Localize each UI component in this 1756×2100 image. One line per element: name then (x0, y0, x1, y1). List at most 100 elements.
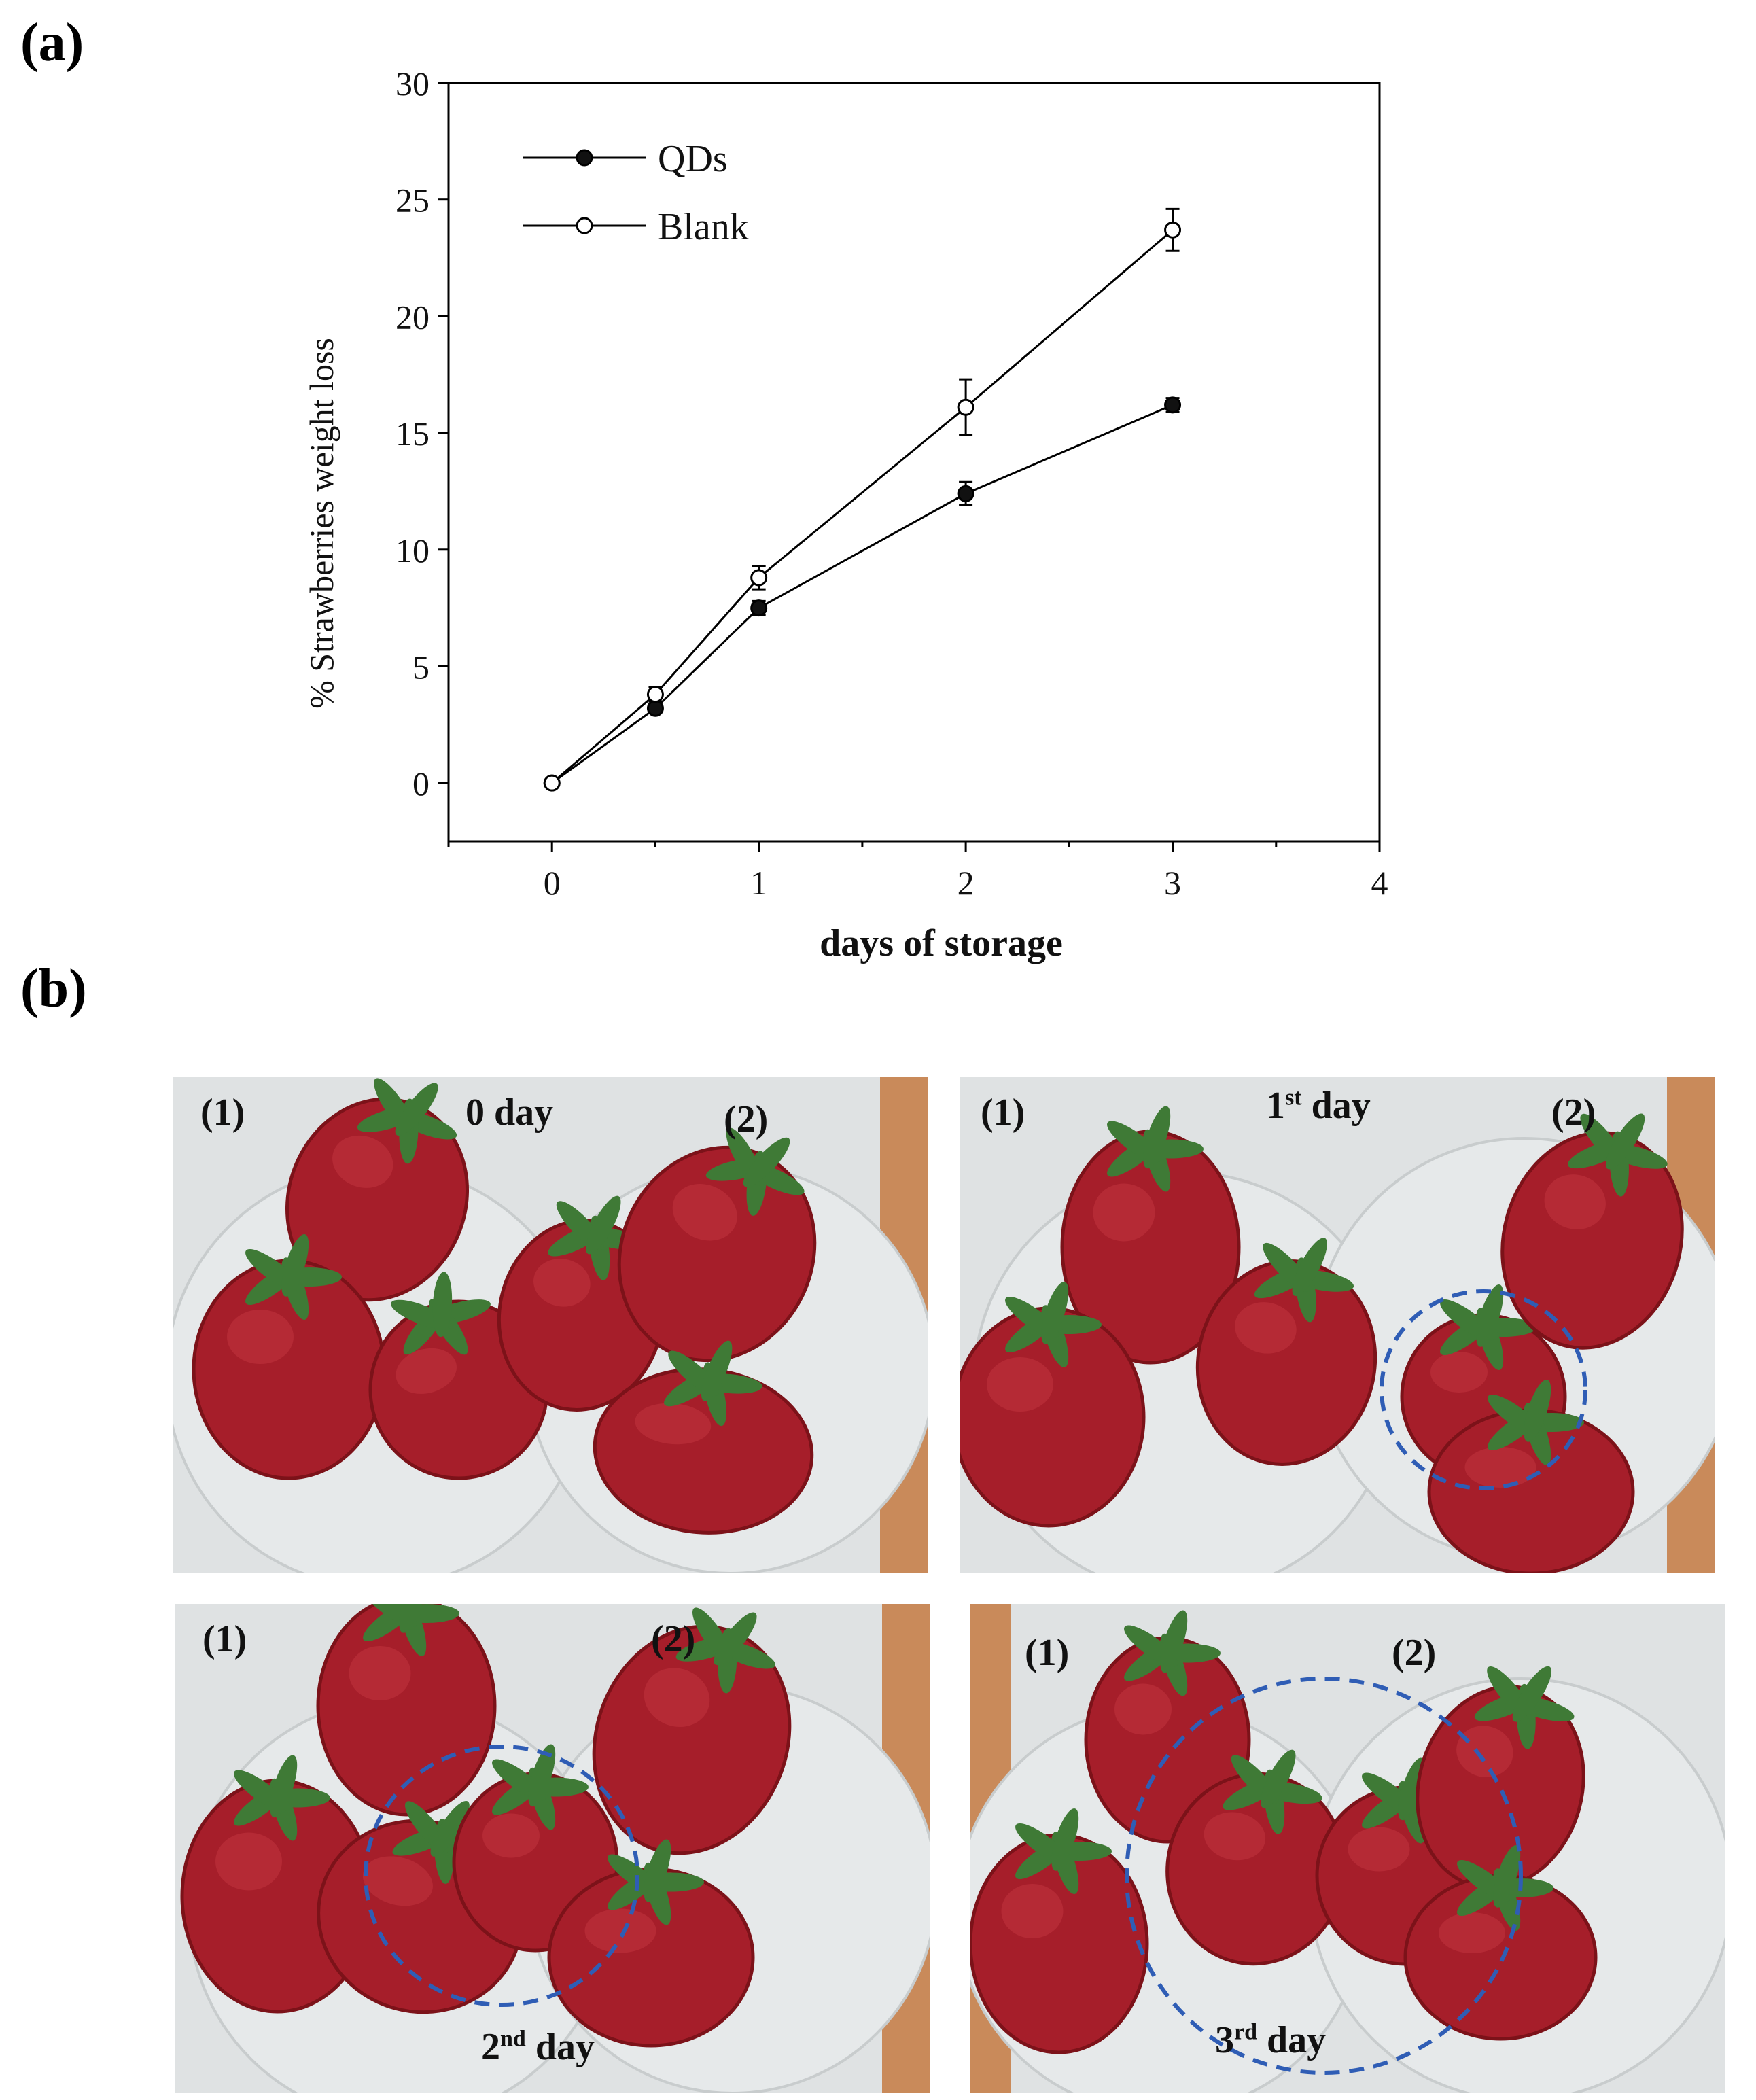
strawberry-highlight (1093, 1183, 1155, 1242)
day-word: day (485, 1091, 554, 1134)
x-axis-label: days of storage (820, 922, 1063, 964)
y-axis-label: % Strawberries weight loss (302, 338, 340, 709)
strawberry-leaf (1512, 1666, 1552, 1722)
legend-label-blank: Blank (658, 206, 749, 248)
strawberry-highlight (1204, 1812, 1266, 1861)
blank-point (1164, 221, 1182, 239)
photo-day-2: (1) (2) 2nd day (175, 1604, 930, 2093)
strawberry-leaf (270, 1755, 298, 1818)
strawberry-highlight (332, 1135, 393, 1188)
strawberry (316, 1604, 497, 1817)
qds-point (750, 599, 768, 617)
sample-2-label: (2) (1392, 1632, 1437, 1674)
photo-illustration (970, 1604, 1725, 2093)
strawberry-highlight (1235, 1302, 1297, 1354)
x-tick-label: 0 (544, 864, 561, 902)
x-tick-label: 3 (1164, 864, 1181, 902)
strawberry (1060, 1106, 1241, 1365)
photo-day-0: (1) (2) 0 day (173, 1077, 928, 1573)
strawberry-leaf (1524, 1380, 1551, 1442)
strawberry (1416, 1666, 1585, 1890)
day-number: 1 (1266, 1085, 1285, 1127)
strawberry-leaf (644, 1839, 671, 1902)
strawberry (285, 1078, 469, 1302)
photo-illustration (173, 1077, 928, 1573)
y-tick-label: 0 (412, 765, 429, 803)
y-tick-label: 10 (396, 531, 429, 570)
qds-point (957, 485, 974, 502)
day-number: 0 (466, 1091, 485, 1134)
series-line-blank (551, 229, 1174, 784)
y-tick-label: 15 (396, 415, 429, 453)
day-word: day (525, 2026, 595, 2068)
strawberry-leaf (1051, 1808, 1079, 1871)
strawberry-leaf (1476, 1284, 1504, 1347)
legend-marker (576, 149, 593, 167)
strawberry-highlight (635, 1403, 712, 1445)
photo-day-3: (1) (2) 3rd day (970, 1604, 1725, 2093)
sample-2-label: (2) (1551, 1091, 1596, 1134)
strawberry (1500, 1113, 1684, 1350)
photo-illustration (175, 1604, 930, 2093)
strawberry-highlight (672, 1183, 737, 1241)
strawberry-highlight (584, 1908, 656, 1953)
strawberry-highlight (362, 1856, 433, 1906)
strawberry-leaf (1605, 1113, 1645, 1170)
qds-point (1164, 396, 1182, 414)
strawberry (547, 1839, 755, 2048)
strawberry (1165, 1749, 1346, 1966)
dashed-circle-highlight (364, 1745, 639, 2007)
y-tick-label: 25 (396, 181, 429, 220)
legend-label-qds: QDs (658, 138, 728, 180)
strawberry-leaf (395, 1083, 438, 1136)
strawberry-leaf (1041, 1282, 1069, 1344)
strawberry (1427, 1380, 1635, 1573)
strawberry-highlight (1544, 1174, 1606, 1229)
y-tick-label: 5 (412, 648, 429, 686)
day-ordinal-suffix: rd (1234, 2019, 1257, 2045)
dashed-circle-highlight (1380, 1289, 1587, 1490)
strawberry-highlight (1114, 1683, 1172, 1735)
x-tick-label: 2 (958, 864, 974, 902)
strawberry-highlight (1001, 1884, 1064, 1938)
strawberry (592, 1607, 792, 1855)
y-tick-label: 20 (396, 298, 429, 336)
strawberry-highlight (396, 1348, 457, 1394)
day-ordinal-suffix: st (1285, 1085, 1302, 1110)
strawberry-highlight (349, 1646, 411, 1700)
strawberry-highlight (227, 1310, 294, 1364)
panel-b-label: (b) (20, 959, 87, 1019)
blank-point (750, 569, 768, 587)
x-tick-label: 1 (750, 864, 767, 902)
sample-1-label: (1) (981, 1091, 1025, 1134)
strawberry-highlight (1464, 1447, 1536, 1488)
day-ordinal-suffix: nd (500, 2026, 526, 2052)
strawberry (192, 1234, 386, 1480)
strawberry-leaf (1493, 1845, 1521, 1908)
blank-point (957, 398, 974, 416)
strawberry-highlight (644, 1668, 710, 1728)
strawberry (180, 1755, 374, 2014)
dashed-circle-highlight (1125, 1677, 1523, 2075)
strawberry-highlight (987, 1357, 1053, 1412)
day-word: day (1301, 1085, 1371, 1127)
strawberry-leaf (399, 1604, 427, 1633)
day-word: day (1257, 2019, 1327, 2061)
strawberry-leaf (528, 1744, 556, 1807)
sample-1-label: (1) (1025, 1632, 1070, 1674)
x-tick-label: 4 (1371, 864, 1388, 902)
strawberry (1403, 1845, 1598, 2041)
photo-illustration (960, 1077, 1715, 1573)
panel-a-label: (a) (20, 13, 84, 73)
legend-marker (576, 217, 593, 234)
strawberry-leaf (281, 1234, 309, 1297)
strawberry-highlight (1348, 1827, 1410, 1872)
plot-frame (447, 82, 1381, 843)
day-label: 2nd day (481, 2025, 595, 2069)
strawberry-leaf (586, 1195, 621, 1255)
sample-1-label: (1) (200, 1091, 245, 1134)
strawberry (593, 1340, 814, 1535)
day-number: 3 (1215, 2019, 1234, 2061)
strawberry-leaf (1143, 1106, 1171, 1169)
qds-point (646, 699, 664, 717)
